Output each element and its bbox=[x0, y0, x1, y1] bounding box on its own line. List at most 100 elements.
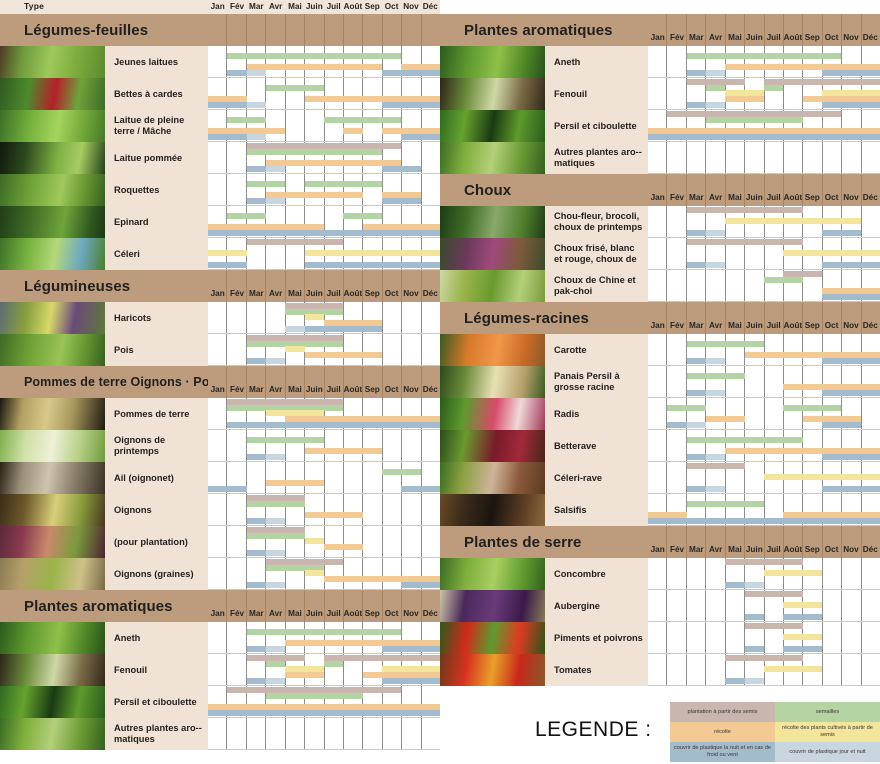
month-label-juil: Juil bbox=[326, 609, 341, 618]
timeline-bar-recolte_semis bbox=[725, 218, 861, 224]
crop-row[interactable]: Ail (oignonet) bbox=[0, 462, 440, 494]
crop-name: Panais Persil à grosse racine bbox=[554, 371, 620, 392]
crop-row[interactable]: Persil et ciboulette bbox=[440, 110, 880, 142]
crop-row[interactable]: Carotte bbox=[440, 334, 880, 366]
month-label-avr: Avr bbox=[268, 385, 283, 394]
crop-name: Piments et poivrons bbox=[554, 632, 643, 643]
crop-thumbnail bbox=[440, 462, 545, 494]
crop-thumbnail bbox=[440, 558, 545, 590]
crop-row[interactable]: Aneth bbox=[440, 46, 880, 78]
crop-row[interactable]: Laitue de pleine terre / Mâche bbox=[0, 110, 440, 142]
crop-row[interactable]: Aneth bbox=[0, 622, 440, 654]
crop-row[interactable]: Chou-fleur, brocoli, choux de printemps bbox=[440, 206, 880, 238]
month-label-juin: Juin bbox=[745, 193, 763, 202]
timeline-bar-recolte bbox=[324, 544, 363, 550]
crop-row[interactable]: Pois bbox=[0, 334, 440, 366]
crop-row[interactable]: Autres plantes aro-­matiques bbox=[440, 142, 880, 174]
crop-thumbnail bbox=[0, 558, 105, 590]
timeline-bar-semailles bbox=[382, 469, 421, 475]
category-gridlines bbox=[648, 174, 880, 206]
timeline-bar-semailles bbox=[246, 629, 402, 635]
timeline-bar-plastique_nuit bbox=[667, 422, 687, 428]
crop-row[interactable]: Concombre bbox=[440, 558, 880, 590]
crop-thumbnail bbox=[0, 526, 105, 558]
month-label-déc: Déc bbox=[422, 385, 438, 394]
timeline-bar-recolte bbox=[266, 480, 324, 486]
timeline-bar-plastique_nuit bbox=[246, 454, 266, 460]
timeline-bar-plastique_nuit bbox=[822, 70, 880, 76]
crop-thumbnail bbox=[0, 302, 105, 334]
row-divider bbox=[648, 621, 880, 622]
timeline-bar-recolte bbox=[382, 128, 440, 134]
month-label-mar: Mar bbox=[249, 385, 264, 394]
crop-row[interactable]: Choux de Chine et pak-choi bbox=[440, 270, 880, 302]
month-label-avr: Avr bbox=[708, 33, 723, 42]
crop-row[interactable]: (pour plantation) bbox=[0, 526, 440, 558]
crop-row[interactable]: Salsifis bbox=[440, 494, 880, 526]
crop-name: Autres plantes aro-­matiques bbox=[114, 723, 202, 744]
crop-row[interactable]: Roquettes bbox=[0, 174, 440, 206]
crop-timeline bbox=[648, 206, 880, 238]
crop-row[interactable]: Aubergine bbox=[440, 590, 880, 622]
category-label-cell: Légumes-racines bbox=[440, 302, 648, 334]
legend-item-label: couvrir de plastique jour et nuit bbox=[789, 748, 866, 755]
timeline-bar-recolte bbox=[343, 128, 363, 134]
category-month-header: Jan Fév Mar Avr Mai Juin Juil Août Sep Oct Nov Déc bbox=[648, 302, 880, 334]
timeline-bar-plastique_jour_nuit bbox=[285, 326, 305, 332]
crop-label-cell: Piments et poivrons bbox=[440, 622, 648, 654]
timeline-bar-recolte bbox=[802, 96, 880, 102]
month-label-nov: Nov bbox=[403, 2, 419, 11]
timeline-bar-plastique_nuit bbox=[304, 262, 440, 268]
crop-row[interactable]: Persil et ciboulette bbox=[0, 686, 440, 718]
timeline-bar-semailles bbox=[266, 661, 286, 667]
category-title: Légumes-racines bbox=[464, 309, 589, 327]
crop-row[interactable]: Radis bbox=[440, 398, 880, 430]
crop-row[interactable]: Oignons (graines) bbox=[0, 558, 440, 590]
crop-row[interactable]: Laitue pommée bbox=[0, 142, 440, 174]
month-label-fév: Fév bbox=[669, 33, 685, 42]
crop-row[interactable]: Oignons bbox=[0, 494, 440, 526]
crop-label-cell: Pois bbox=[0, 334, 208, 366]
crop-row[interactable]: Tomates bbox=[440, 654, 880, 686]
timeline-bar-plastique_jour_nuit bbox=[706, 102, 726, 108]
crop-row[interactable]: Oignons de printemps bbox=[0, 430, 440, 462]
crop-timeline bbox=[648, 366, 880, 398]
month-label-sep: Sep bbox=[364, 2, 380, 11]
crop-row[interactable]: Autres plantes aro-­matiques bbox=[0, 718, 440, 750]
crop-name: Céleri-rave bbox=[554, 472, 603, 483]
crop-row[interactable]: Choux frisé, blanc et rouge, choux de bbox=[440, 238, 880, 270]
row-divider bbox=[648, 429, 880, 430]
crop-timeline bbox=[208, 46, 440, 78]
crop-label-cell: Aneth bbox=[440, 46, 648, 78]
timeline-bar-plastique_nuit bbox=[246, 518, 266, 524]
timeline-bar-semailles bbox=[227, 405, 344, 411]
crop-thumbnail bbox=[0, 174, 105, 206]
crop-row[interactable]: Piments et poivrons bbox=[440, 622, 880, 654]
crop-row[interactable]: Epinard bbox=[0, 206, 440, 238]
month-label-déc: Déc bbox=[422, 289, 438, 298]
crop-name: Laitue de pleine terre / Mâche bbox=[114, 115, 185, 136]
legend-grid: plantation à partir des semis semailles ré… bbox=[670, 702, 880, 762]
crop-row[interactable]: Panais Persil à grosse racine bbox=[440, 366, 880, 398]
timeline-bar-plastique_jour_nuit bbox=[744, 582, 764, 588]
crop-timeline bbox=[208, 622, 440, 654]
crop-row[interactable]: Haricots bbox=[0, 302, 440, 334]
crop-row[interactable]: Fenouil bbox=[440, 78, 880, 110]
crop-row[interactable]: Jeunes laitues bbox=[0, 46, 440, 78]
crop-row[interactable]: Fenouil bbox=[0, 654, 440, 686]
timeline-bar-plastique_nuit bbox=[686, 358, 706, 364]
crop-row[interactable]: Céleri-rave bbox=[440, 462, 880, 494]
crop-row[interactable]: Bettes à cardes bbox=[0, 78, 440, 110]
timeline-bar-plastique_nuit bbox=[208, 230, 440, 236]
crop-row[interactable]: Pommes de terre bbox=[0, 398, 440, 430]
month-label-juin: Juin bbox=[745, 33, 763, 42]
crop-row[interactable]: Céleri bbox=[0, 238, 440, 270]
timeline-bar-semailles bbox=[706, 85, 726, 91]
crop-row[interactable]: Betterave bbox=[440, 430, 880, 462]
category-month-header: Jan Fév Mar Avr Mai Juin Juil Août Sep Oct Nov Déc bbox=[648, 174, 880, 206]
row-divider bbox=[208, 237, 440, 238]
category-gridlines bbox=[648, 302, 880, 334]
timeline-bar-recolte bbox=[648, 512, 687, 518]
month-label-jan: Jan bbox=[650, 545, 665, 554]
timeline-bar-plastique_nuit bbox=[227, 70, 247, 76]
